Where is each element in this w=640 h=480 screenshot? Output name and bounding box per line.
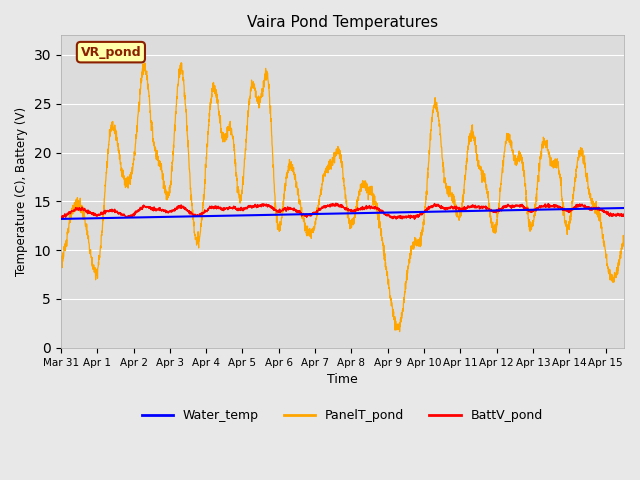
- X-axis label: Time: Time: [327, 373, 358, 386]
- Title: Vaira Pond Temperatures: Vaira Pond Temperatures: [247, 15, 438, 30]
- Legend: Water_temp, PanelT_pond, BattV_pond: Water_temp, PanelT_pond, BattV_pond: [137, 404, 548, 427]
- Text: VR_pond: VR_pond: [81, 46, 141, 59]
- Y-axis label: Temperature (C), Battery (V): Temperature (C), Battery (V): [15, 107, 28, 276]
